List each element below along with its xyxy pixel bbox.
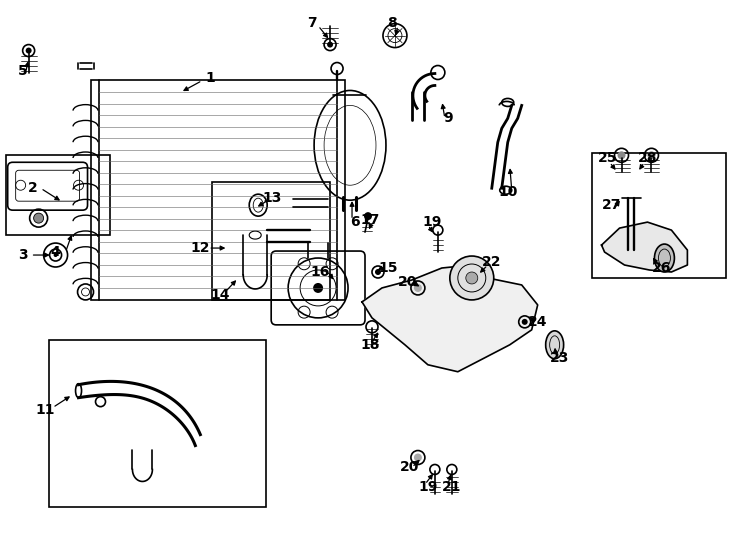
- Polygon shape: [602, 222, 688, 272]
- Text: 15: 15: [378, 261, 398, 275]
- Ellipse shape: [545, 331, 564, 359]
- Text: 4: 4: [51, 245, 60, 259]
- Text: 19: 19: [422, 215, 442, 229]
- Text: 8: 8: [387, 16, 397, 30]
- Text: 24: 24: [528, 315, 548, 329]
- Circle shape: [450, 256, 494, 300]
- Text: 13: 13: [263, 191, 282, 205]
- Text: 17: 17: [360, 213, 379, 227]
- Text: 20: 20: [399, 275, 418, 289]
- Text: 2: 2: [28, 181, 37, 195]
- Bar: [90, 80, 345, 300]
- Text: 20: 20: [400, 461, 420, 475]
- Text: 12: 12: [191, 241, 210, 255]
- Text: 23: 23: [550, 351, 570, 365]
- Text: 6: 6: [350, 215, 360, 229]
- Text: 18: 18: [360, 338, 379, 352]
- Text: 19: 19: [418, 481, 437, 495]
- Circle shape: [327, 42, 333, 48]
- Text: 14: 14: [211, 288, 230, 302]
- Text: 1: 1: [206, 71, 215, 85]
- Bar: [6, 156, 111, 235]
- Text: 5: 5: [18, 64, 28, 78]
- Bar: [592, 153, 727, 278]
- Circle shape: [617, 151, 625, 159]
- Text: 22: 22: [482, 255, 501, 269]
- Text: 26: 26: [652, 261, 671, 275]
- Text: 9: 9: [443, 111, 453, 125]
- Circle shape: [414, 454, 422, 462]
- Circle shape: [34, 213, 43, 223]
- Polygon shape: [362, 265, 538, 372]
- Text: 10: 10: [498, 185, 517, 199]
- Circle shape: [375, 269, 381, 275]
- Text: 21: 21: [442, 481, 462, 495]
- Text: 27: 27: [602, 198, 621, 212]
- Circle shape: [414, 284, 422, 292]
- Circle shape: [647, 151, 655, 159]
- Circle shape: [522, 319, 528, 325]
- Text: 11: 11: [36, 403, 55, 417]
- Circle shape: [54, 253, 57, 257]
- Text: 28: 28: [638, 151, 657, 165]
- Text: 3: 3: [18, 248, 27, 262]
- Text: 25: 25: [597, 151, 617, 165]
- Circle shape: [466, 272, 478, 284]
- Bar: [212, 182, 330, 300]
- Text: 16: 16: [310, 265, 330, 279]
- Bar: [48, 340, 266, 508]
- Circle shape: [26, 48, 32, 53]
- Text: 7: 7: [308, 16, 317, 30]
- Ellipse shape: [655, 244, 675, 272]
- Circle shape: [313, 283, 323, 293]
- Circle shape: [364, 212, 372, 220]
